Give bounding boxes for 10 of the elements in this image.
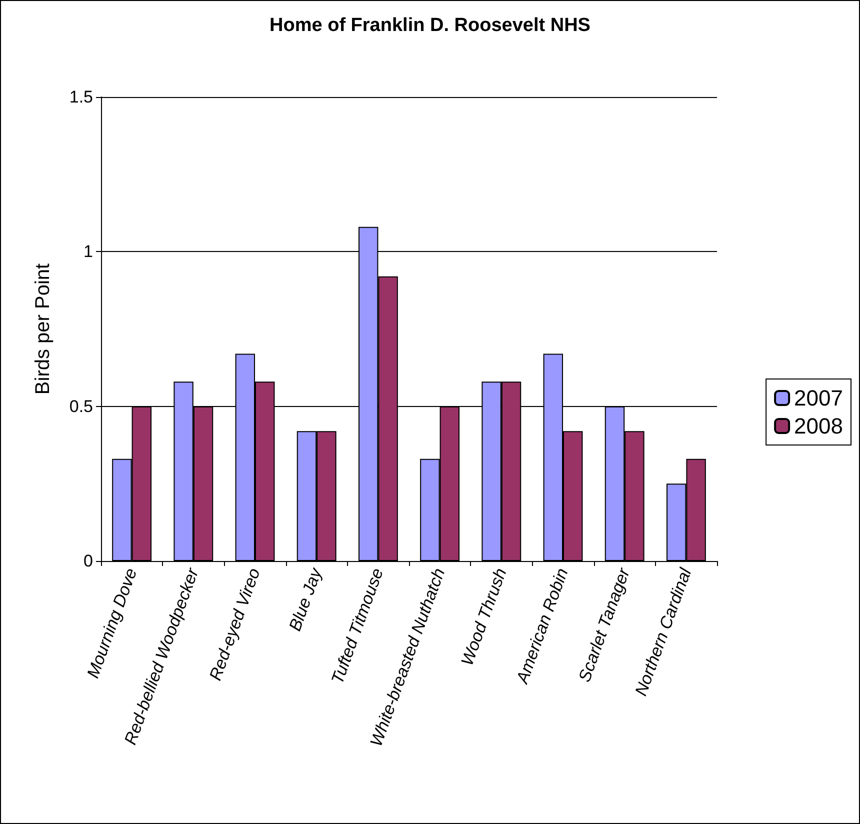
x-tick-label: Blue Jay bbox=[285, 564, 326, 634]
y-tick-label: 0 bbox=[84, 552, 93, 570]
y-tick-label: 1 bbox=[84, 242, 93, 262]
legend-label: 2007 bbox=[794, 386, 844, 410]
y-tick-label: 1.5 bbox=[69, 88, 93, 106]
legend-label: 2008 bbox=[794, 414, 844, 438]
chart-title: Home of Franklin D. Roosevelt NHS bbox=[270, 15, 590, 36]
x-tick-label: Wood Thrush bbox=[458, 566, 510, 668]
y-tick-label: 0.5 bbox=[69, 396, 93, 416]
y-axis-title: Birds per Point bbox=[32, 262, 54, 395]
